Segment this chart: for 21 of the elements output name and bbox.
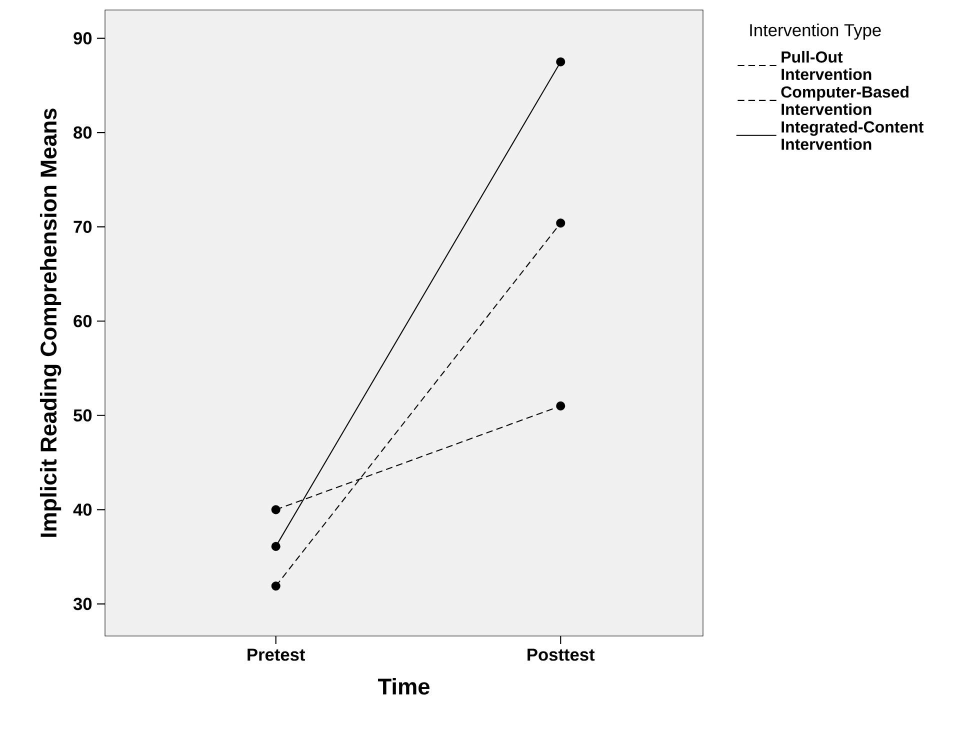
y-tick-label: 80 — [74, 126, 92, 139]
x-tick-label: Pretest — [248, 648, 306, 661]
legend-label: Computer-Based Intervention — [781, 86, 908, 115]
y-tick-label: 40 — [73, 504, 92, 516]
y-tick-label: 60 — [74, 314, 92, 328]
point — [556, 57, 566, 66]
point — [271, 542, 280, 551]
legend-label: Pull-Out Intervention — [782, 50, 872, 80]
x-tick-label: Posttest — [528, 648, 595, 661]
y-tick-label: 30 — [73, 598, 92, 610]
point — [556, 218, 566, 228]
legend-title: Intervention Type — [750, 24, 881, 40]
y-tick-label: 50 — [74, 409, 92, 422]
y-tick-label: 70 — [74, 220, 92, 233]
point — [271, 582, 280, 591]
point — [271, 505, 280, 514]
y-tick-label: 90 — [74, 32, 92, 44]
point — [556, 401, 566, 410]
legend-label: Integrated-Content Intervention — [782, 120, 924, 150]
y-axis-title: Implicit Reading Comprehension Means — [40, 108, 62, 537]
x-axis-title: Time — [378, 678, 430, 695]
